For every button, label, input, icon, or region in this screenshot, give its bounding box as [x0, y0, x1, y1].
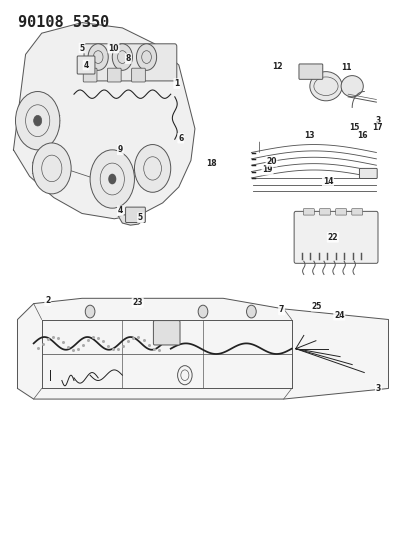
FancyBboxPatch shape: [153, 320, 179, 345]
Circle shape: [112, 44, 132, 70]
FancyBboxPatch shape: [303, 209, 313, 215]
FancyBboxPatch shape: [335, 209, 346, 215]
Text: 8: 8: [126, 54, 131, 63]
Text: 4: 4: [117, 206, 123, 215]
Circle shape: [136, 44, 156, 70]
FancyBboxPatch shape: [131, 68, 145, 82]
Circle shape: [108, 174, 116, 184]
Text: 90108 5350: 90108 5350: [17, 14, 109, 30]
Text: 9: 9: [117, 146, 123, 155]
Text: 11: 11: [340, 63, 351, 72]
FancyBboxPatch shape: [293, 212, 377, 263]
FancyBboxPatch shape: [298, 64, 322, 79]
Text: 19: 19: [262, 166, 272, 174]
FancyBboxPatch shape: [84, 44, 176, 81]
Ellipse shape: [309, 71, 341, 101]
Polygon shape: [17, 298, 388, 399]
Circle shape: [32, 143, 71, 194]
Text: 4: 4: [83, 61, 88, 69]
Text: 5: 5: [79, 44, 84, 53]
FancyBboxPatch shape: [107, 68, 121, 82]
Text: 13: 13: [304, 131, 314, 140]
Text: 3: 3: [375, 384, 380, 393]
FancyBboxPatch shape: [77, 56, 95, 74]
FancyBboxPatch shape: [125, 207, 145, 222]
Text: 23: 23: [132, 298, 143, 307]
Text: 3: 3: [375, 116, 380, 125]
Text: 2: 2: [45, 296, 50, 305]
Circle shape: [246, 305, 256, 318]
Text: 24: 24: [333, 311, 344, 320]
Polygon shape: [13, 22, 194, 219]
Circle shape: [34, 115, 42, 126]
Circle shape: [15, 92, 60, 150]
Text: 1: 1: [174, 79, 179, 88]
Text: 10: 10: [108, 44, 118, 53]
FancyBboxPatch shape: [319, 209, 330, 215]
Text: 14: 14: [322, 177, 333, 186]
Text: 6: 6: [178, 134, 183, 143]
Text: 16: 16: [356, 131, 367, 140]
Text: 20: 20: [266, 157, 276, 166]
Circle shape: [85, 305, 95, 318]
Text: 25: 25: [311, 302, 321, 311]
Circle shape: [90, 150, 134, 208]
Circle shape: [88, 44, 108, 70]
Ellipse shape: [340, 76, 362, 97]
Circle shape: [134, 144, 171, 192]
FancyBboxPatch shape: [83, 68, 97, 82]
Text: 17: 17: [371, 123, 382, 132]
Polygon shape: [118, 214, 144, 225]
Text: 15: 15: [348, 123, 358, 132]
FancyBboxPatch shape: [351, 209, 362, 215]
Text: 5: 5: [138, 213, 143, 222]
FancyBboxPatch shape: [358, 168, 376, 179]
Text: 18: 18: [206, 159, 217, 167]
Text: 12: 12: [272, 62, 282, 70]
Circle shape: [198, 305, 207, 318]
Text: 7: 7: [278, 305, 284, 314]
Text: 22: 22: [327, 233, 337, 242]
